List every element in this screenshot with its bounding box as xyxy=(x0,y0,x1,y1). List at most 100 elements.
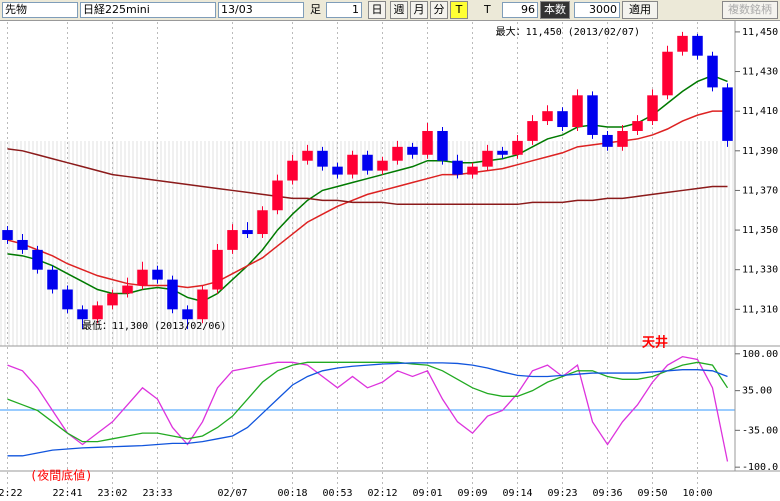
count-label: 本数 xyxy=(540,1,570,19)
t-label: T xyxy=(484,3,491,16)
candle-body xyxy=(227,230,238,250)
candle-body xyxy=(662,51,673,96)
candle-body xyxy=(287,160,298,181)
toolbar: 先物 日経225mini 13/03 足 1 日 週 月 分 T T 96 本数… xyxy=(0,0,780,21)
candle-body xyxy=(212,249,223,290)
x-tick-label: 22:22 xyxy=(0,488,23,499)
y-tick-label: 11,410 xyxy=(742,106,778,117)
oscillator-line xyxy=(7,355,729,462)
candle-body xyxy=(707,55,718,88)
y-tick-label: 11,310 xyxy=(742,304,778,315)
candle-body xyxy=(17,239,28,250)
candle-body xyxy=(632,121,643,131)
y-tick-label: 11,450 xyxy=(742,27,778,38)
y-tick-label: -35.00 xyxy=(742,425,778,436)
month-button[interactable]: 月 xyxy=(410,1,428,19)
top-annotation: 天井 xyxy=(642,335,668,351)
x-tick-label: 09:50 xyxy=(637,488,667,499)
oscillator-line xyxy=(7,361,729,443)
candle-body xyxy=(92,305,103,320)
candle-body xyxy=(32,249,43,270)
max-annotation: 最大：11,450 (2013/02/07) xyxy=(496,25,640,38)
y-tick-label: 11,430 xyxy=(742,67,778,78)
candle-body xyxy=(407,146,418,155)
x-tick-label: 10:00 xyxy=(682,488,712,499)
candle-body xyxy=(302,150,313,161)
y-tick-label: 100.00 xyxy=(742,349,778,360)
x-tick-label: 09:01 xyxy=(412,488,442,499)
candle-body xyxy=(182,309,193,320)
tick-button[interactable]: T xyxy=(450,1,468,19)
candle-body xyxy=(647,95,658,122)
min-annotation: 最低：11,300 (2013/02/06) xyxy=(82,319,226,332)
candle-body xyxy=(572,95,583,128)
candle-body xyxy=(362,154,373,171)
y-tick-label: 11,390 xyxy=(742,146,778,157)
candle-body xyxy=(272,180,283,211)
y-tick-label: 11,350 xyxy=(742,225,778,236)
index-select[interactable]: 日経225mini xyxy=(80,2,216,18)
candle-body xyxy=(2,230,13,240)
candle-body xyxy=(722,87,733,141)
candle-body xyxy=(152,269,163,280)
candle-body xyxy=(617,130,628,147)
x-tick-label: 09:36 xyxy=(592,488,622,499)
x-tick-label: 00:53 xyxy=(322,488,352,499)
candle-body xyxy=(332,166,343,175)
candle-body xyxy=(467,166,478,175)
x-tick-label: 09:09 xyxy=(457,488,487,499)
y-tick-label: 11,370 xyxy=(742,185,778,196)
candle-body xyxy=(497,150,508,155)
candle-body xyxy=(377,160,388,171)
candle-body xyxy=(677,35,688,52)
t-count[interactable]: 96 xyxy=(502,2,538,18)
candle-body xyxy=(452,160,463,175)
candle-body xyxy=(482,150,493,167)
candle-body xyxy=(587,95,598,135)
candle-body xyxy=(137,269,148,286)
x-tick-label: 23:33 xyxy=(142,488,172,499)
candle-body xyxy=(602,134,613,147)
x-tick-label: 02:12 xyxy=(367,488,397,499)
candle-body xyxy=(392,146,403,161)
x-tick-label: 09:23 xyxy=(547,488,577,499)
bar-count[interactable]: 1 xyxy=(326,2,362,18)
candle-body xyxy=(527,121,538,141)
candle-body xyxy=(437,130,448,161)
candle-body xyxy=(107,293,118,306)
candle-body xyxy=(197,289,208,320)
multi-button[interactable]: 複数銘柄 xyxy=(722,1,778,19)
candle-body xyxy=(62,289,73,310)
candle-body xyxy=(347,154,358,175)
oscillator-line xyxy=(7,362,728,457)
apply-button[interactable]: 適用 xyxy=(622,1,658,19)
y-tick-label: -100.0 xyxy=(742,462,778,473)
count-input[interactable]: 3000 xyxy=(574,2,620,18)
x-tick-label: 09:14 xyxy=(502,488,532,499)
candle-body xyxy=(122,285,133,294)
bottom-annotation: (夜間底値) xyxy=(30,468,92,483)
candle-body xyxy=(542,111,553,122)
minute-button[interactable]: 分 xyxy=(430,1,448,19)
candle-body xyxy=(512,140,523,155)
candle-body xyxy=(77,309,88,320)
x-tick-label: 02/07 xyxy=(217,488,247,499)
candle-body xyxy=(557,111,568,128)
candle-body xyxy=(257,210,268,235)
y-tick-label: 35.00 xyxy=(742,386,772,397)
bar-label: 足 xyxy=(310,3,321,16)
x-tick-label: 00:18 xyxy=(277,488,307,499)
market-select[interactable]: 先物 xyxy=(2,2,78,18)
contract-select[interactable]: 13/03 xyxy=(218,2,304,18)
candle-body xyxy=(47,269,58,290)
chart: 11,450 11,430 11,410 11,390 11,370 11,350 11,3… xyxy=(0,21,780,499)
x-tick-label: 23:02 xyxy=(97,488,127,499)
candle-body xyxy=(317,150,328,167)
candle-body xyxy=(242,230,253,235)
y-tick-label: 11,330 xyxy=(742,265,778,276)
day-button[interactable]: 日 xyxy=(368,1,386,19)
candle-body xyxy=(692,35,703,56)
week-button[interactable]: 週 xyxy=(390,1,408,19)
moving-average xyxy=(7,148,728,206)
